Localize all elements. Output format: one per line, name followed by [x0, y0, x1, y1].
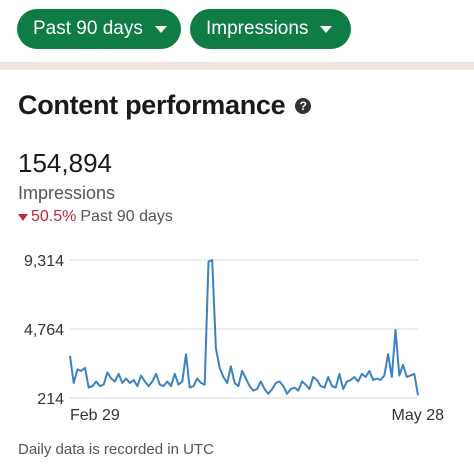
- metric-label: Impressions: [18, 183, 116, 203]
- y-tick-label: 214: [37, 391, 64, 408]
- x-tick-label: May 28: [392, 407, 445, 424]
- impressions-chart[interactable]: 9,314 4,764 214 Feb 29 May 28: [0, 240, 474, 430]
- section-header: Content performance ?: [18, 90, 312, 121]
- caret-down-icon: [154, 25, 167, 33]
- x-tick-label: Feb 29: [70, 407, 120, 424]
- footnote: Daily data is recorded in UTC: [18, 441, 214, 458]
- y-tick-label: 4,764: [24, 322, 64, 339]
- metric-filter-label: Impressions: [206, 18, 309, 39]
- period-filter-label: Past 90 days: [33, 18, 143, 39]
- change-period: Past 90 days: [80, 208, 173, 225]
- y-tick-label: 9,314: [24, 253, 64, 270]
- metric-filter-button[interactable]: Impressions: [190, 9, 351, 49]
- change-percent: 50.5%: [31, 208, 77, 225]
- section-divider: [0, 62, 474, 70]
- caret-down-icon: [320, 25, 333, 33]
- metric-value: 154,894: [18, 148, 112, 178]
- question-circle-icon[interactable]: ?: [295, 97, 312, 114]
- metric-change: 50.5% Past 90 days: [18, 208, 173, 226]
- filter-bar: Past 90 days Impressions: [0, 0, 474, 62]
- series-line: [69, 259, 419, 396]
- triangle-down-icon: [18, 213, 28, 221]
- period-filter-button[interactable]: Past 90 days: [17, 9, 181, 49]
- section-title: Content performance: [18, 90, 286, 120]
